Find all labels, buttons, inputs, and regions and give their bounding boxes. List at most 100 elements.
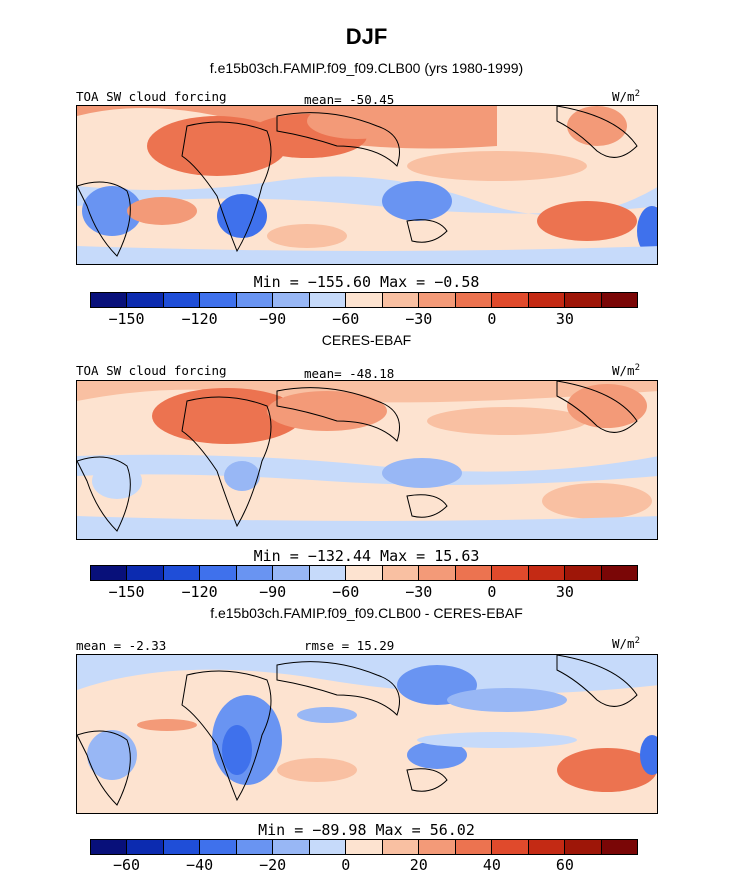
colorbar-swatch bbox=[200, 840, 237, 854]
colorbar-tick-label: −90 bbox=[259, 310, 287, 328]
colorbar-swatch bbox=[346, 840, 383, 854]
panel2-south-band bbox=[77, 516, 657, 539]
colorbar-swatch bbox=[492, 840, 529, 854]
panel1-africa-region bbox=[217, 194, 267, 238]
colorbar-tick-label: −90 bbox=[259, 583, 287, 601]
colorbar-swatch bbox=[200, 293, 237, 307]
colorbar-swatch bbox=[200, 566, 237, 580]
panel1-subtitle: f.e15b03ch.FAMIP.f09_f09.CLB00 (yrs 1980… bbox=[209, 60, 524, 76]
panel1-map-svg bbox=[77, 106, 657, 264]
panel3-colorbar bbox=[90, 839, 638, 855]
panel1-minmax: Min = −155.60 Max = −0.58 bbox=[253, 273, 480, 291]
colorbar-tick-label: −20 bbox=[259, 856, 287, 874]
colorbar-swatch bbox=[309, 566, 347, 580]
panel2-spacific-region bbox=[542, 483, 652, 519]
panel3-africa-core bbox=[222, 725, 252, 775]
panel3-itcz-band bbox=[417, 732, 577, 748]
panel3-subtitle: f.e15b03ch.FAMIP.f09_f09.CLB00 - CERES-E… bbox=[210, 605, 523, 621]
colorbar-swatch bbox=[236, 293, 274, 307]
colorbar-swatch bbox=[91, 293, 128, 307]
colorbar-tick-label: 60 bbox=[555, 856, 574, 874]
colorbar-swatch bbox=[382, 293, 420, 307]
panel2-itcz-band bbox=[77, 454, 657, 485]
panel3-colorbar-ticks: −60 −40 −20 0 20 40 60 bbox=[90, 856, 638, 874]
panel2-pacific-north-region bbox=[427, 407, 587, 435]
colorbar-swatch bbox=[236, 566, 274, 580]
panel1-indian-region bbox=[267, 224, 347, 248]
colorbar-swatch bbox=[455, 566, 493, 580]
panel1-colorbar-ticks: −150 −120 −90 −60 −30 0 30 bbox=[90, 310, 638, 328]
panel1-itcz-band bbox=[77, 176, 657, 216]
colorbar-swatch bbox=[528, 293, 566, 307]
page-title: DJF bbox=[345, 24, 388, 49]
panel2-subtitle: CERES-EBAF bbox=[321, 332, 412, 348]
colorbar-tick-label: 30 bbox=[555, 583, 574, 601]
panel3-southeast-region bbox=[640, 735, 657, 775]
colorbar-tick-label: 20 bbox=[409, 856, 428, 874]
colorbar-tick-label: −120 bbox=[181, 310, 218, 328]
colorbar-swatch bbox=[419, 840, 456, 854]
panel1-spacific-region bbox=[537, 201, 637, 241]
panel2-colorbar-ticks: −150 −120 −90 −60 −30 0 30 bbox=[90, 583, 638, 601]
panel3-mean: mean = -2.33 bbox=[76, 638, 167, 653]
colorbar-swatch bbox=[127, 566, 164, 580]
panel1-pacific-north-region bbox=[407, 151, 587, 181]
colorbar-swatch bbox=[601, 293, 638, 307]
colorbar-swatch bbox=[565, 293, 602, 307]
panel3-npacific-region bbox=[447, 688, 567, 712]
colorbar-tick-label: 30 bbox=[555, 310, 574, 328]
colorbar-swatch bbox=[309, 293, 347, 307]
panel2-coastlines bbox=[77, 381, 638, 532]
colorbar-swatch bbox=[455, 840, 493, 854]
colorbar-tick-label: −150 bbox=[108, 310, 145, 328]
colorbar-swatch bbox=[601, 566, 638, 580]
colorbar-swatch bbox=[419, 566, 456, 580]
panel1-mean: mean= -50.45 bbox=[304, 92, 395, 107]
colorbar-swatch bbox=[382, 566, 420, 580]
panel2-mean: mean= -48.18 bbox=[304, 366, 395, 381]
colorbar-swatch bbox=[163, 293, 201, 307]
panel3-maritime-region bbox=[407, 741, 467, 769]
panel1-maritime-region bbox=[382, 181, 452, 221]
colorbar-tick-label: −60 bbox=[332, 583, 360, 601]
panel3-atlantic-region bbox=[137, 719, 197, 731]
panel2-minmax: Min = −132.44 Max = 15.63 bbox=[253, 547, 480, 565]
colorbar-swatch bbox=[163, 566, 201, 580]
panel1-field-label: TOA SW cloud forcing bbox=[76, 89, 227, 104]
colorbar-swatch bbox=[163, 840, 201, 854]
panel3-spacific-region bbox=[557, 748, 657, 792]
colorbar-swatch bbox=[382, 840, 420, 854]
panel1-southeast-region bbox=[637, 206, 657, 256]
panel3-rmse: rmse = 15.29 bbox=[304, 638, 395, 653]
colorbar-tick-label: 0 bbox=[487, 310, 497, 328]
panel1-samerica-region bbox=[82, 186, 142, 236]
panel3-minmax: Min = −89.98 Max = 56.02 bbox=[258, 821, 475, 839]
colorbar-swatch bbox=[91, 566, 128, 580]
panel1-coastlines bbox=[77, 106, 638, 257]
colorbar-swatch bbox=[565, 566, 602, 580]
colorbar-swatch bbox=[273, 293, 310, 307]
colorbar-swatch bbox=[528, 566, 566, 580]
panel2-maritime-region bbox=[382, 458, 462, 488]
colorbar-swatch bbox=[346, 566, 383, 580]
colorbar-tick-label: −30 bbox=[405, 583, 433, 601]
panel3-samerica-region bbox=[87, 730, 137, 780]
panel1-satlantic-region bbox=[127, 197, 197, 225]
panel2-asia-region bbox=[267, 391, 387, 431]
panel3-map-svg bbox=[77, 655, 657, 813]
colorbar-swatch bbox=[528, 840, 566, 854]
panel2-namerica-region bbox=[567, 384, 647, 428]
panel1-namerica-region bbox=[567, 106, 627, 146]
colorbar-swatch bbox=[127, 293, 164, 307]
panel1-colorbar bbox=[90, 292, 638, 308]
colorbar-tick-label: −150 bbox=[108, 583, 145, 601]
colorbar-tick-label: −60 bbox=[112, 856, 141, 874]
colorbar-swatch bbox=[236, 840, 274, 854]
panel2-units: W/m2 bbox=[612, 363, 640, 379]
colorbar-tick-label: −30 bbox=[405, 310, 433, 328]
colorbar-swatch bbox=[273, 566, 310, 580]
panel2-north-region bbox=[77, 381, 657, 403]
panel3-indian-north-region bbox=[297, 707, 357, 723]
panel2-map bbox=[76, 380, 658, 540]
colorbar-swatch bbox=[127, 840, 164, 854]
